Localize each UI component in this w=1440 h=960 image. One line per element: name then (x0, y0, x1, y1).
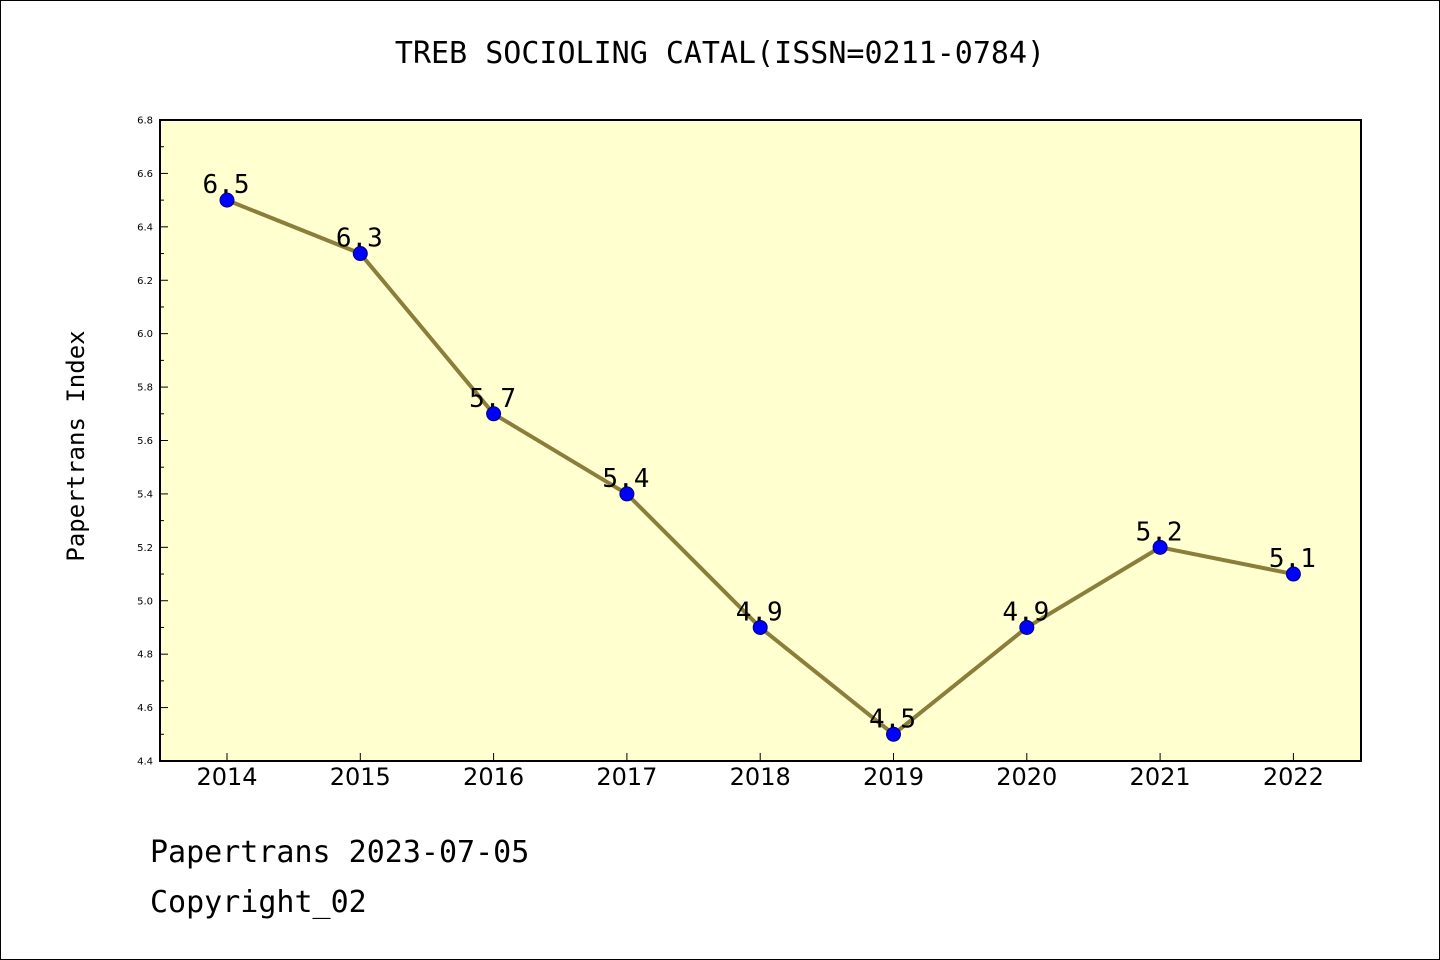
y-axis: 4.4 4.6 4.8 5.0 5.2 5.4 5.6 5.8 6.0 6.2 6.4 6.6 6.8 (137, 116, 168, 768)
x-tick-label: 2019 (863, 763, 924, 791)
data-label: 5.2 (1136, 517, 1183, 547)
x-axis: 2014 2015 2016 2017 2018 2019 2020 2021 2022 (196, 753, 1324, 791)
data-point (352, 246, 368, 262)
data-point (486, 406, 502, 422)
y-tick-label: 4.4 (137, 757, 153, 768)
data-label: 5.7 (469, 384, 516, 414)
data-point (886, 726, 901, 742)
y-tick-label: 4.8 (137, 650, 153, 661)
x-tick-label: 2020 (996, 763, 1057, 791)
y-tick-label: 6.6 (137, 169, 153, 180)
data-label: 6.5 (203, 170, 250, 200)
x-tick-label: 2021 (1130, 763, 1191, 791)
x-tick-label: 2017 (596, 763, 657, 791)
y-tick-label: 5.8 (137, 383, 153, 394)
y-tick-label: 4.6 (137, 703, 153, 714)
x-tick-label: 2022 (1263, 763, 1324, 791)
footer-date: Papertrans 2023-07-05 (150, 835, 530, 870)
data-label: 4.9 (1002, 597, 1049, 627)
x-tick-label: 2015 (330, 763, 391, 791)
data-point (619, 486, 635, 502)
x-tick-label: 2014 (196, 763, 257, 791)
data-point (752, 619, 768, 635)
chart-title: TREB SOCIOLING CATAL(ISSN=0211-0784) (394, 36, 1046, 71)
data-point (219, 192, 235, 208)
y-tick-label: 6.2 (137, 276, 153, 287)
y-tick-label: 5.2 (137, 543, 153, 554)
data-label: 4.9 (736, 597, 783, 627)
series-markers (219, 192, 1301, 742)
y-tick-label: 6.8 (137, 116, 153, 127)
x-tick-label: 2018 (730, 763, 791, 791)
y-tick-label: 6.0 (137, 329, 153, 340)
data-point (1152, 539, 1168, 555)
footer-copyright: Copyright_02 (150, 885, 367, 920)
data-label: 5.4 (602, 464, 649, 494)
data-label: 4.5 (869, 704, 916, 734)
y-tick-label: 5.4 (137, 489, 153, 500)
x-tick-label: 2016 (463, 763, 524, 791)
data-point (1019, 619, 1035, 635)
data-label: 5.1 (1269, 544, 1316, 574)
data-labels: 6.5 6.3 5.7 5.4 4.9 4.5 4.9 5.2 5.1 (203, 170, 1316, 734)
data-point (1285, 566, 1301, 582)
data-label: 6.3 (336, 224, 383, 254)
y-tick-label: 6.4 (137, 222, 153, 233)
y-tick-label: 5.6 (137, 436, 153, 447)
y-tick-label: 5.0 (137, 596, 153, 607)
plot-area (159, 119, 1362, 762)
